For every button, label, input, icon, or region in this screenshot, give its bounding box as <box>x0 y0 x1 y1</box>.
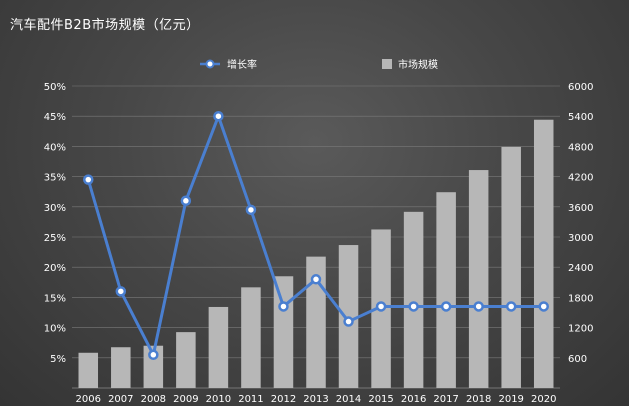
y-left-tick-label: 45% <box>44 112 66 123</box>
bar <box>208 306 229 388</box>
y-left-tick-label: 25% <box>44 233 66 244</box>
y-right-tick-label: 3000 <box>568 233 593 244</box>
bar <box>241 287 261 388</box>
y-right-tick-label: 600 <box>568 354 587 365</box>
bar <box>501 146 521 388</box>
y-left-tick-label: 40% <box>44 142 66 153</box>
x-tick-label: 2018 <box>466 394 491 405</box>
y-left-tick-label: 15% <box>44 293 66 304</box>
growth-rate-point <box>278 301 289 312</box>
growth-rate-point <box>310 274 322 285</box>
x-tick-label: 2010 <box>206 394 231 405</box>
bar <box>273 276 294 388</box>
x-tick-label: 2017 <box>433 394 458 405</box>
y-right-tick-label: 1200 <box>568 324 593 335</box>
y-right-tick-label: 1800 <box>568 293 593 304</box>
y-left-tick-label: 35% <box>44 173 66 184</box>
y-right-tick-label: 5400 <box>568 112 593 123</box>
legend-bar-swatch <box>382 59 392 69</box>
bar <box>306 256 326 388</box>
legend-line-marker <box>205 59 215 69</box>
x-tick-label: 2009 <box>173 394 198 405</box>
growth-rate-point <box>343 316 354 327</box>
x-tick-label: 2007 <box>108 394 133 405</box>
x-tick-label: 2012 <box>271 394 296 405</box>
growth-rate-point <box>440 301 452 312</box>
bar <box>78 352 99 388</box>
x-tick-label: 2019 <box>498 394 523 405</box>
chart-title: 汽车配件B2B市场规模（亿元） <box>10 18 200 33</box>
growth-rate-point <box>245 204 257 216</box>
x-tick-label: 2008 <box>141 394 166 405</box>
y-right-tick-label: 3600 <box>568 203 593 214</box>
y-left-tick-label: 50% <box>44 82 66 93</box>
legend-label-growth-rate: 增长率 <box>227 58 257 71</box>
y-left-tick-label: 5% <box>50 354 66 365</box>
growth-rate-point <box>538 301 549 312</box>
x-tick-label: 2020 <box>531 394 556 405</box>
y-left-tick-label: 20% <box>44 263 66 274</box>
growth-rate-point <box>180 195 192 207</box>
growth-rate-point <box>83 174 94 185</box>
growth-rate-point <box>505 301 517 312</box>
x-tick-label: 2015 <box>368 394 393 405</box>
bar <box>111 347 131 388</box>
y-left-tick-label: 30% <box>44 203 66 214</box>
x-tick-label: 2014 <box>336 394 361 405</box>
growth-rate-point <box>115 286 127 297</box>
bar <box>176 332 196 388</box>
growth-rate-point <box>473 301 484 312</box>
legend-label-market-size: 市场规模 <box>398 58 438 71</box>
bar <box>436 192 456 388</box>
bar <box>533 119 554 389</box>
x-tick-label: 2013 <box>303 394 328 405</box>
x-tick-label: 2006 <box>76 394 101 405</box>
x-tick-label: 2016 <box>401 394 426 405</box>
y-left-tick-label: 10% <box>44 324 66 335</box>
bar <box>468 170 489 388</box>
y-right-tick-label: 4200 <box>568 173 593 184</box>
growth-rate-point <box>408 301 419 312</box>
bar <box>403 211 424 388</box>
growth-rate-point <box>375 301 387 312</box>
growth-rate-point <box>148 349 159 361</box>
x-tick-label: 2011 <box>238 394 263 405</box>
y-right-tick-label: 2400 <box>568 263 593 274</box>
y-right-tick-label: 4800 <box>568 142 593 153</box>
growth-rate-point <box>213 110 224 122</box>
y-right-tick-label: 6000 <box>568 82 593 93</box>
